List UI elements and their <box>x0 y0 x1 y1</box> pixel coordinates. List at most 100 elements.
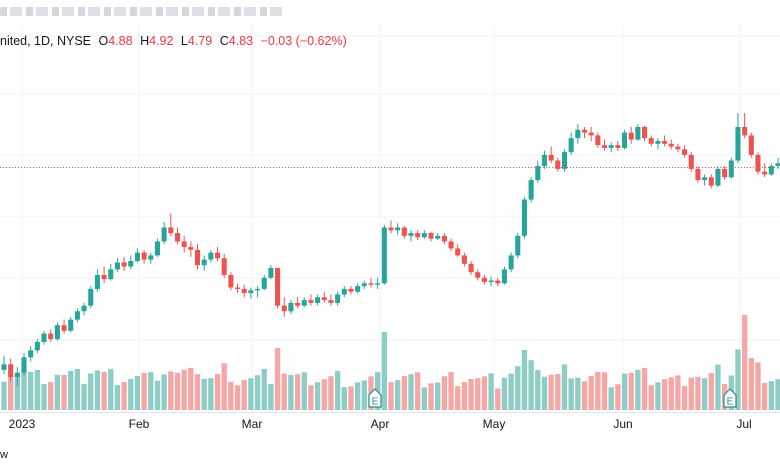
volume-bar <box>595 371 601 410</box>
volume-bar <box>655 382 661 410</box>
volume-bar <box>261 368 267 410</box>
volume-bar <box>48 382 54 410</box>
candle-body <box>648 138 654 144</box>
volume-bar <box>148 372 154 410</box>
candle-body <box>308 300 314 303</box>
volume-bar <box>455 386 461 410</box>
candle-body <box>742 127 748 136</box>
volume-bar <box>81 384 87 410</box>
candle-body <box>495 280 501 284</box>
candle-body <box>148 255 154 260</box>
candle-body <box>301 300 307 306</box>
volume-bar <box>241 380 247 410</box>
volume-bar <box>635 369 641 410</box>
candle-body <box>728 160 734 178</box>
volume-bar <box>181 369 187 410</box>
candle-body <box>201 259 207 266</box>
candle-body <box>34 341 40 351</box>
candle-body <box>61 325 67 331</box>
volume-bar <box>248 378 254 410</box>
candle-body <box>121 262 127 267</box>
volume-bar <box>608 387 614 410</box>
candle-body <box>468 263 474 273</box>
volume-bar <box>101 371 107 410</box>
volume-bar <box>314 382 321 410</box>
candle-body <box>375 283 381 285</box>
candle-body <box>255 288 261 291</box>
candle-body <box>475 272 481 278</box>
volume-bar <box>228 381 234 410</box>
candle-body <box>675 146 681 150</box>
candle-body <box>768 166 774 175</box>
candle-body <box>221 258 227 275</box>
volume-bar <box>475 378 481 410</box>
x-tick-label: Jun <box>613 417 632 431</box>
candle-body <box>41 333 47 342</box>
volume-bar <box>21 369 27 410</box>
volume-bar <box>661 379 668 410</box>
volume-bar <box>34 370 41 410</box>
candle-body <box>622 132 628 148</box>
volume-bar <box>28 371 34 410</box>
candle-body <box>655 140 661 144</box>
candle-body <box>555 160 561 169</box>
candle-body <box>74 311 80 320</box>
volume-bar <box>615 384 621 410</box>
candle-body <box>388 227 394 231</box>
volume-bar <box>54 374 61 410</box>
candle-body <box>134 252 140 261</box>
candle-body <box>114 262 120 270</box>
volume-bar <box>701 378 708 410</box>
volume-bar <box>755 362 761 410</box>
volume-bar <box>221 363 227 410</box>
candle-body <box>415 233 421 238</box>
candle-body <box>548 154 554 161</box>
volume-bar <box>348 386 354 410</box>
legend-low-value: 4.79 <box>187 34 213 48</box>
volume-bar <box>775 379 780 410</box>
volume-bar <box>121 382 127 410</box>
symbol-legend: nited, 1D, NYSE O4.88 H4.92 L4.79 C4.83 … <box>0 33 347 49</box>
x-tick-label: Apr <box>371 417 390 431</box>
candle-body <box>395 227 401 231</box>
candle-body <box>662 140 668 144</box>
volume-bar <box>94 370 101 410</box>
volume-bar <box>1 381 7 410</box>
chart-footer: w <box>0 440 780 470</box>
candle-body <box>94 274 100 289</box>
candle-body <box>315 297 321 303</box>
candle-body <box>481 277 487 282</box>
earnings-marker-badge <box>368 388 382 408</box>
candle-body <box>441 235 447 242</box>
candle-body <box>515 235 521 256</box>
candle-body <box>268 267 274 278</box>
volume-bar <box>68 370 74 410</box>
legend-symbol-name: nited, 1D, NYSE <box>0 34 92 48</box>
candle-body <box>28 350 34 358</box>
volume-bar <box>468 379 474 410</box>
volume-bar <box>461 382 468 410</box>
volume-bar <box>328 376 334 410</box>
volume-bar <box>294 374 301 410</box>
candle-body <box>248 290 254 294</box>
candle-body <box>348 288 354 292</box>
volume-bar <box>535 370 541 410</box>
candle-body <box>528 180 534 200</box>
volume-bar <box>334 371 341 410</box>
candle-body <box>194 249 201 266</box>
volume-bar <box>681 386 688 410</box>
volume-bar <box>581 381 588 410</box>
candle-body <box>401 227 407 236</box>
candle-body <box>341 288 347 295</box>
candle-body <box>68 319 74 331</box>
volume-bar <box>281 373 287 410</box>
candle-body <box>48 333 54 340</box>
candle-body <box>722 168 728 178</box>
candle-body <box>521 199 527 236</box>
x-tick-label: Mar <box>242 417 263 431</box>
candle-body <box>241 288 247 294</box>
volume-bar <box>88 373 94 410</box>
candle-body <box>81 305 87 312</box>
candle-body <box>328 300 334 303</box>
